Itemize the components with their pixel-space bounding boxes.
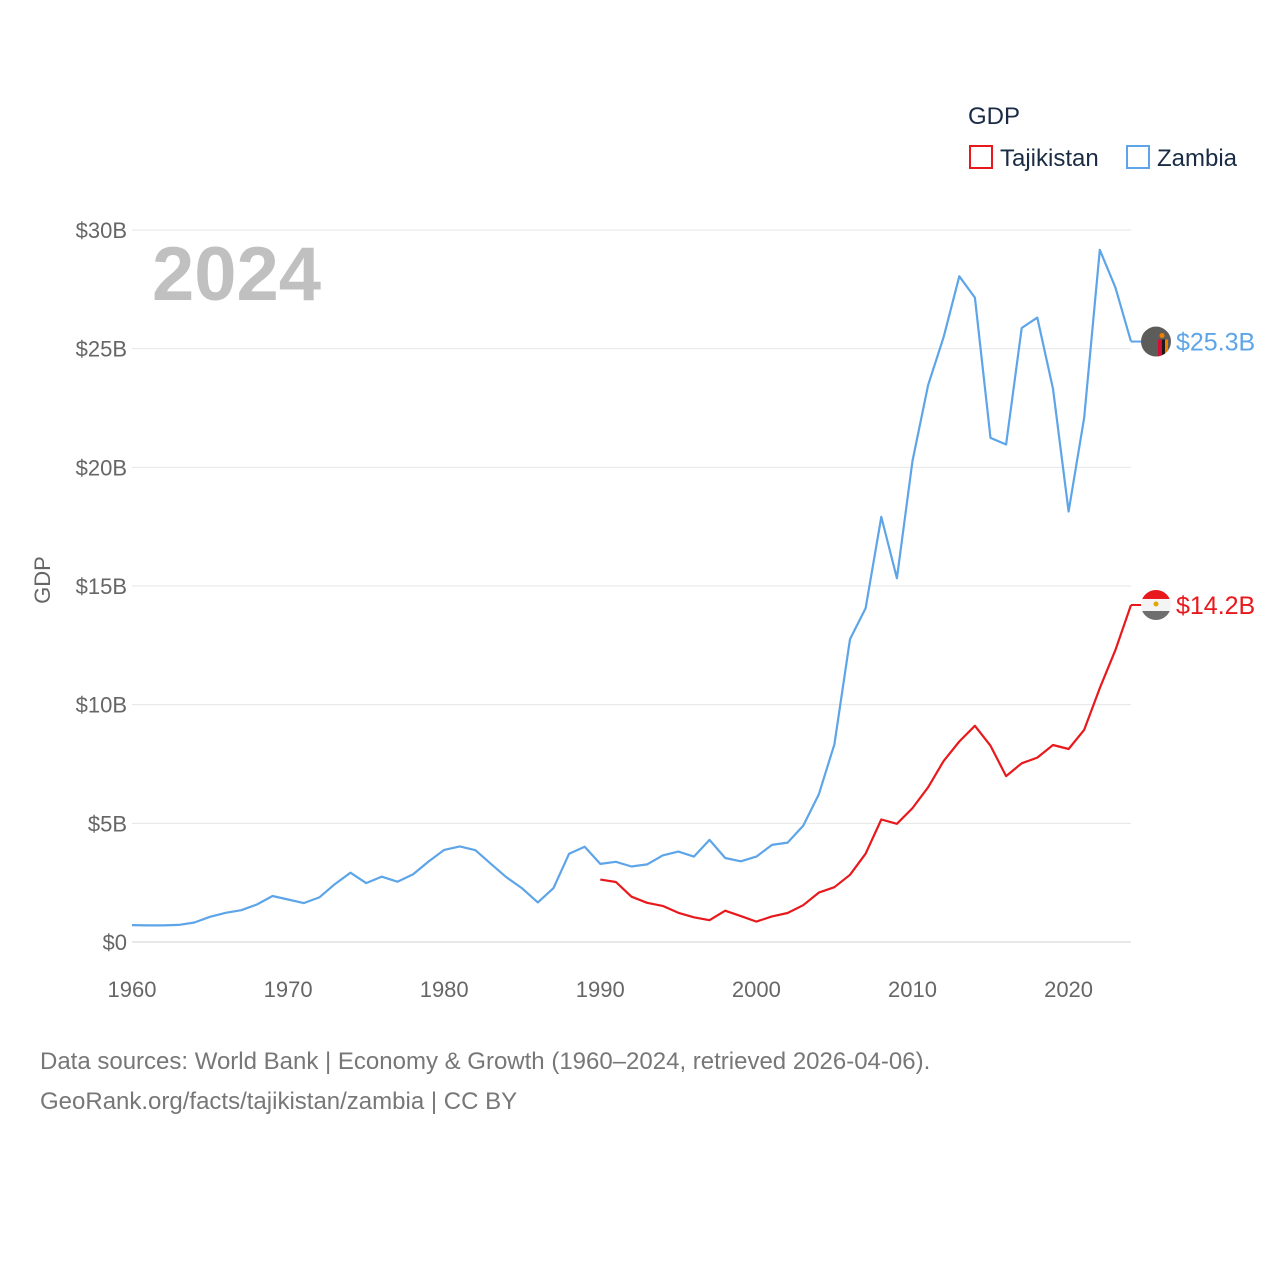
gridlines (132, 229, 1131, 943)
flag-marker-zambia (1141, 326, 1171, 357)
end-value-label-tajikistan: $14.2B (1176, 592, 1255, 620)
source-line-2[interactable]: GeoRank.org/facts/tajikistan/zambia | CC… (40, 1088, 518, 1115)
x-tick-label: 1990 (576, 977, 625, 1002)
x-tick-label: 1960 (108, 977, 157, 1002)
x-tick-label: 1980 (420, 977, 469, 1002)
x-axis-ticks: 1960 1970 1980 1990 2000 2010 2020 (108, 977, 1094, 1002)
y-axis-ticks: $0 $5B $10B $15B $20B $25B $30B (76, 218, 127, 955)
y-axis-label: GDP (30, 556, 55, 604)
x-tick-label: 2010 (888, 977, 937, 1002)
source-line-1: Data sources: World Bank | Economy & Gro… (40, 1048, 931, 1075)
flag-marker-tajikistan (1141, 589, 1171, 620)
legend-label-zambia[interactable]: Zambia (1157, 145, 1238, 172)
legend-title: GDP (968, 103, 1020, 130)
y-tick-label: $10B (76, 693, 127, 718)
end-markers: $14.2B $25.3B (1131, 326, 1255, 620)
end-value-label-zambia: $25.3B (1176, 329, 1255, 357)
y-tick-label: $5B (88, 811, 127, 836)
legend-label-tajikistan[interactable]: Tajikistan (1000, 145, 1099, 172)
legend-swatch-tajikistan[interactable] (969, 145, 993, 169)
series-line-tajikistan[interactable] (600, 604, 1133, 923)
y-tick-label: $30B (76, 218, 127, 243)
y-tick-label: $15B (76, 574, 127, 599)
series-lines (131, 248, 1133, 927)
series-line-zambia[interactable] (131, 248, 1133, 927)
source-note: Data sources: World Bank | Economy & Gro… (40, 1042, 930, 1122)
x-tick-label: 2020 (1044, 977, 1093, 1002)
year-label: 2024 (152, 232, 321, 317)
y-tick-label: $0 (103, 930, 127, 955)
y-tick-label: $20B (76, 455, 127, 480)
x-tick-label: 1970 (264, 977, 313, 1002)
legend-swatch-zambia[interactable] (1126, 145, 1150, 169)
x-tick-label: 2000 (732, 977, 781, 1002)
y-tick-label: $25B (76, 337, 127, 362)
